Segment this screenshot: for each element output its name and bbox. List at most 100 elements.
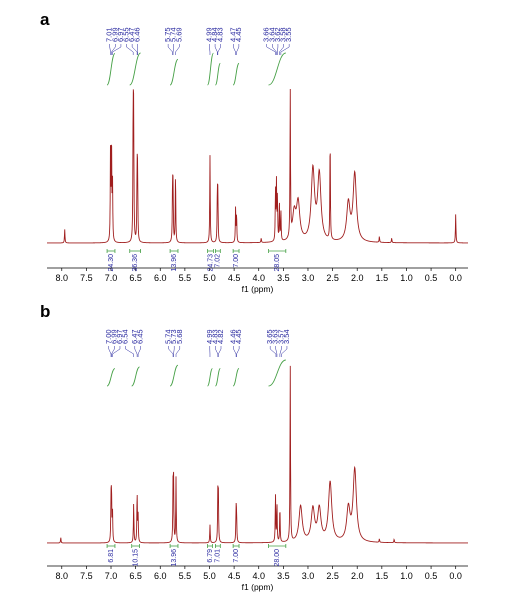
peak-label: 4.45 [234,329,243,344]
x-axis-title: f1 (ppm) [242,582,274,592]
x-tick-label: 3.0 [302,273,315,283]
x-tick-label: 7.0 [105,273,118,283]
integral-value-label: 13.96 [171,254,178,272]
spectrum-panel-b: 8.0 7.5 7.0 6.5 6.0 5.5 5.0 4.5 4.0 3.5 3.0 2.5 2.0 1… [47,329,468,592]
peak-leader-line [269,346,277,357]
peak-leader-line [131,44,138,55]
peak-leader-line [175,346,181,357]
peak-leader-line [279,346,282,357]
integral-curve [207,52,214,86]
peak-leader-line [209,44,211,55]
integral-value-label: 13.96 [171,549,178,567]
peak-label: 4.83 [210,329,219,344]
x-tick-label: 4.0 [252,273,265,283]
peak-label: 3.55 [284,27,293,42]
x-tick-label: 8.0 [56,571,69,581]
peak-leader-line [279,44,284,55]
peak-label: 4.45 [234,27,243,42]
integral-curve [106,52,116,86]
x-tick-label: 2.0 [351,273,364,283]
integral-value-label: 24.30 [108,254,115,272]
integral-curve [106,368,116,387]
peak-leader-line [137,346,141,357]
peak-label: 6.97 [115,329,124,344]
peak-label: 6.47 [127,27,136,42]
spectrum-line [47,88,468,244]
peak-label: 5.75 [163,27,172,42]
integral-value-label: 28.00 [274,549,281,567]
peak-leader-line [112,44,122,55]
peak-leader-line [233,346,237,357]
peak-label: 5.69 [174,27,183,42]
x-tick-label: 7.0 [105,571,118,581]
peak-leader-line [280,44,290,55]
peak-label: 3.64 [267,27,276,42]
spectrum-panel-a: 8.0 7.5 7.0 6.5 6.0 5.5 5.0 4.5 4.0 3.5 3.0 2.5 2.0 1… [47,27,468,294]
peak-label: 4.99 [205,329,214,344]
integral-curve [207,368,213,387]
integral-value-label: 6.81 [108,549,115,563]
peak-label: 5.68 [175,329,184,344]
x-tick-label: 4.5 [228,273,241,283]
integral-value-label: 10.15 [132,549,139,567]
integral-value-label: 7.00 [233,254,240,268]
peak-leader-line [272,44,277,55]
peak-label: 7.01 [105,27,114,42]
x-tick-label: 3.5 [277,571,290,581]
x-tick-label: 1.0 [400,571,413,581]
x-tick-label: 5.5 [179,273,192,283]
peak-leader-line [108,346,112,357]
peak-label: 6.99 [109,329,118,344]
x-tick-label: 2.5 [326,571,339,581]
x-tick-label: 7.5 [80,273,93,283]
integral-curve [232,367,240,387]
x-tick-label: 5.0 [203,273,216,283]
peak-leader-line [109,44,111,55]
integral-curve [129,52,141,86]
x-tick-label: 5.0 [203,571,216,581]
x-axis-title: f1 (ppm) [242,284,274,294]
x-tick-label: 8.0 [56,273,69,283]
integral-curve [169,58,179,86]
peak-label: 3.66 [262,27,271,42]
peak-label: 5.74 [164,329,173,344]
peak-label: 4.46 [229,329,238,344]
peak-label: 3.58 [279,27,288,42]
integral-value-label: 6.79 [207,549,214,563]
peak-label: 5.73 [169,329,178,344]
peak-label: 6.46 [133,27,142,42]
panel-label-b: b [40,302,51,321]
integral-curve [268,359,286,387]
peak-label: 3.65 [265,329,274,344]
x-tick-label: 5.5 [179,571,192,581]
integral-value-label: 7.00 [233,549,240,563]
peak-leader-line [172,44,174,55]
x-tick-label: 3.0 [302,571,315,581]
peak-leader-line [175,44,180,55]
integral-curve [232,62,240,86]
integral-value-label: 36.36 [132,254,139,272]
peak-label: 4.83 [216,27,225,42]
peak-label: 6.99 [110,27,119,42]
peak-label: 3.63 [271,329,280,344]
x-tick-label: 0.0 [449,571,462,581]
panel-label-a: a [40,10,50,29]
x-tick-label: 2.0 [351,571,364,581]
x-tick-label: 0.5 [425,571,438,581]
x-tick-label: 6.0 [154,273,167,283]
peak-label: 6.55 [122,27,131,42]
x-tick-label: 4.5 [228,571,241,581]
integral-curve [169,364,179,387]
peak-leader-line [168,346,174,357]
integral-curve [214,62,221,86]
peak-leader-line [173,346,175,357]
peak-label: 7.00 [104,329,113,344]
x-tick-label: 4.0 [252,571,265,581]
peak-label: 4.82 [216,329,225,344]
spectrum-line [47,365,468,544]
x-tick-label: 7.5 [80,571,93,581]
peak-label: 4.47 [228,27,237,42]
peak-label: 3.62 [273,27,282,42]
x-tick-label: 2.5 [326,273,339,283]
